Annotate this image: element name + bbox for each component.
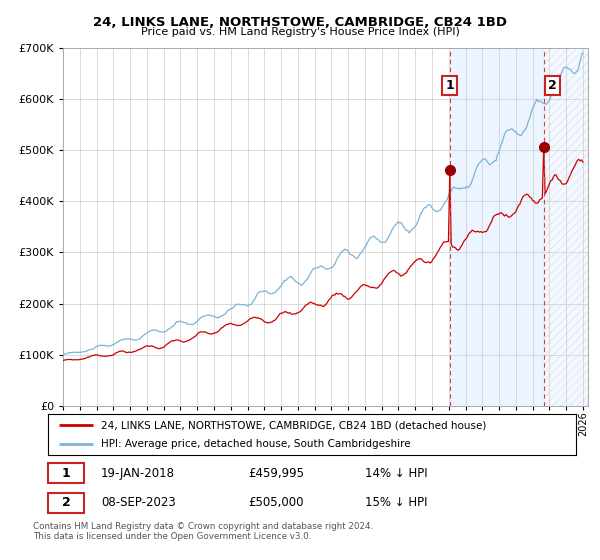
Text: Price paid vs. HM Land Registry's House Price Index (HPI): Price paid vs. HM Land Registry's House … bbox=[140, 27, 460, 37]
Text: 15% ↓ HPI: 15% ↓ HPI bbox=[365, 496, 427, 509]
FancyBboxPatch shape bbox=[48, 463, 84, 483]
Bar bbox=[544, 48, 588, 406]
Text: Contains HM Land Registry data © Crown copyright and database right 2024.
This d: Contains HM Land Registry data © Crown c… bbox=[33, 522, 373, 542]
Text: 19-JAN-2018: 19-JAN-2018 bbox=[101, 467, 175, 480]
Text: 1: 1 bbox=[62, 467, 70, 480]
Text: 24, LINKS LANE, NORTHSTOWE, CAMBRIDGE, CB24 1BD: 24, LINKS LANE, NORTHSTOWE, CAMBRIDGE, C… bbox=[93, 16, 507, 29]
Text: £459,995: £459,995 bbox=[248, 467, 305, 480]
FancyBboxPatch shape bbox=[48, 493, 84, 513]
Text: 2: 2 bbox=[548, 79, 557, 92]
Text: 2: 2 bbox=[62, 496, 70, 509]
Text: 1: 1 bbox=[445, 79, 454, 92]
Text: 08-SEP-2023: 08-SEP-2023 bbox=[101, 496, 176, 509]
Text: HPI: Average price, detached house, South Cambridgeshire: HPI: Average price, detached house, Sout… bbox=[101, 439, 410, 449]
Text: 24, LINKS LANE, NORTHSTOWE, CAMBRIDGE, CB24 1BD (detached house): 24, LINKS LANE, NORTHSTOWE, CAMBRIDGE, C… bbox=[101, 421, 486, 430]
Text: £505,000: £505,000 bbox=[248, 496, 304, 509]
Text: 14% ↓ HPI: 14% ↓ HPI bbox=[365, 467, 427, 480]
Bar bbox=[449, 48, 544, 406]
